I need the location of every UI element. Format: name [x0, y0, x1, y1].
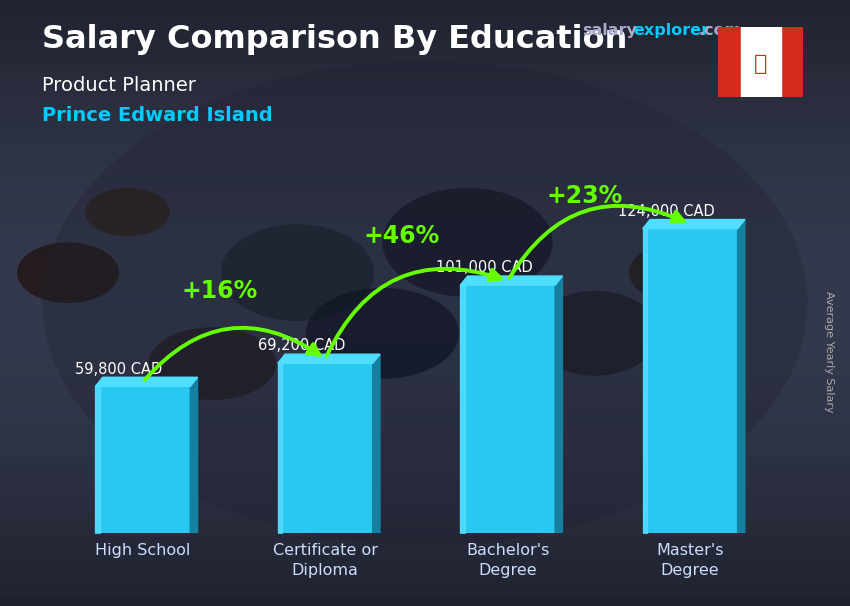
Bar: [0, 10, 850, 20]
Text: +46%: +46%: [364, 224, 440, 248]
Bar: [0, 394, 850, 404]
Text: 101,000 CAD: 101,000 CAD: [436, 261, 532, 275]
Ellipse shape: [42, 61, 807, 545]
Bar: [780, 27, 803, 97]
Bar: [0, 444, 850, 454]
Bar: [0, 505, 850, 515]
Bar: [278, 363, 372, 533]
Bar: [0, 596, 850, 606]
Bar: [0, 313, 850, 323]
Bar: [0, 253, 850, 262]
Bar: [0, 485, 850, 495]
Bar: [0, 81, 850, 91]
Bar: [0, 525, 850, 535]
Bar: [0, 576, 850, 586]
Ellipse shape: [221, 224, 374, 321]
Bar: [0, 222, 850, 232]
Bar: [0, 495, 850, 505]
Polygon shape: [555, 276, 563, 533]
Text: 🍁: 🍁: [754, 54, 768, 74]
Bar: [0, 323, 850, 333]
Polygon shape: [95, 378, 197, 387]
Text: Product Planner: Product Planner: [42, 76, 196, 95]
Text: +23%: +23%: [547, 184, 622, 208]
Bar: [0, 0, 850, 10]
Bar: [0, 171, 850, 182]
Bar: [0, 333, 850, 344]
Bar: [643, 228, 738, 533]
Bar: [0, 212, 850, 222]
Bar: [0, 41, 850, 50]
Bar: [0, 71, 850, 81]
Polygon shape: [461, 276, 563, 285]
Bar: [0, 50, 850, 61]
Bar: [0, 91, 850, 101]
Bar: [0, 404, 850, 414]
Bar: [0, 30, 850, 41]
Bar: [741, 27, 780, 97]
Ellipse shape: [531, 291, 659, 376]
Ellipse shape: [306, 288, 459, 379]
Bar: [0, 101, 850, 111]
Bar: [0, 121, 850, 132]
Bar: [0, 556, 850, 565]
Bar: [0, 202, 850, 212]
Bar: [0, 262, 850, 273]
Bar: [0, 474, 850, 485]
Bar: [0, 141, 850, 152]
Bar: [0, 242, 850, 253]
Bar: [0, 162, 850, 171]
Ellipse shape: [149, 327, 276, 400]
Text: salary: salary: [582, 23, 638, 38]
Bar: [0, 545, 850, 556]
Bar: [0, 565, 850, 576]
Text: Salary Comparison By Education: Salary Comparison By Education: [42, 24, 628, 55]
Bar: [0, 20, 850, 30]
Bar: [0, 293, 850, 303]
Bar: [0, 192, 850, 202]
Bar: [0, 182, 850, 192]
Bar: [461, 285, 555, 533]
Bar: [0, 374, 850, 384]
Bar: [0, 586, 850, 596]
Text: Average Yearly Salary: Average Yearly Salary: [824, 291, 834, 412]
Bar: [0, 465, 850, 474]
Bar: [0, 424, 850, 435]
Bar: [0, 353, 850, 364]
Polygon shape: [738, 219, 745, 533]
Polygon shape: [278, 354, 380, 363]
Ellipse shape: [382, 188, 552, 297]
Bar: [0, 283, 850, 293]
Polygon shape: [190, 378, 197, 533]
Text: 124,000 CAD: 124,000 CAD: [618, 204, 715, 219]
Text: Prince Edward Island: Prince Edward Island: [42, 106, 273, 125]
Ellipse shape: [629, 242, 731, 303]
Bar: [0, 384, 850, 394]
Bar: [0, 515, 850, 525]
Bar: [0, 435, 850, 444]
Polygon shape: [372, 354, 380, 533]
Bar: [0, 454, 850, 465]
Bar: [0, 132, 850, 141]
Bar: [95, 387, 190, 533]
Text: .com: .com: [699, 23, 742, 38]
Bar: [0, 414, 850, 424]
Bar: [718, 27, 741, 97]
Bar: [0, 61, 850, 71]
Bar: [0, 232, 850, 242]
Bar: [0, 535, 850, 545]
Bar: [0, 273, 850, 283]
Text: explorer: explorer: [633, 23, 710, 38]
Bar: [0, 344, 850, 353]
Text: 59,800 CAD: 59,800 CAD: [76, 362, 162, 376]
Ellipse shape: [85, 188, 170, 236]
Bar: [0, 152, 850, 162]
Bar: [0, 303, 850, 313]
Text: +16%: +16%: [181, 279, 258, 302]
Ellipse shape: [17, 242, 119, 303]
Bar: [0, 364, 850, 374]
Polygon shape: [643, 219, 745, 228]
Bar: [0, 111, 850, 121]
Text: 69,200 CAD: 69,200 CAD: [258, 338, 345, 353]
